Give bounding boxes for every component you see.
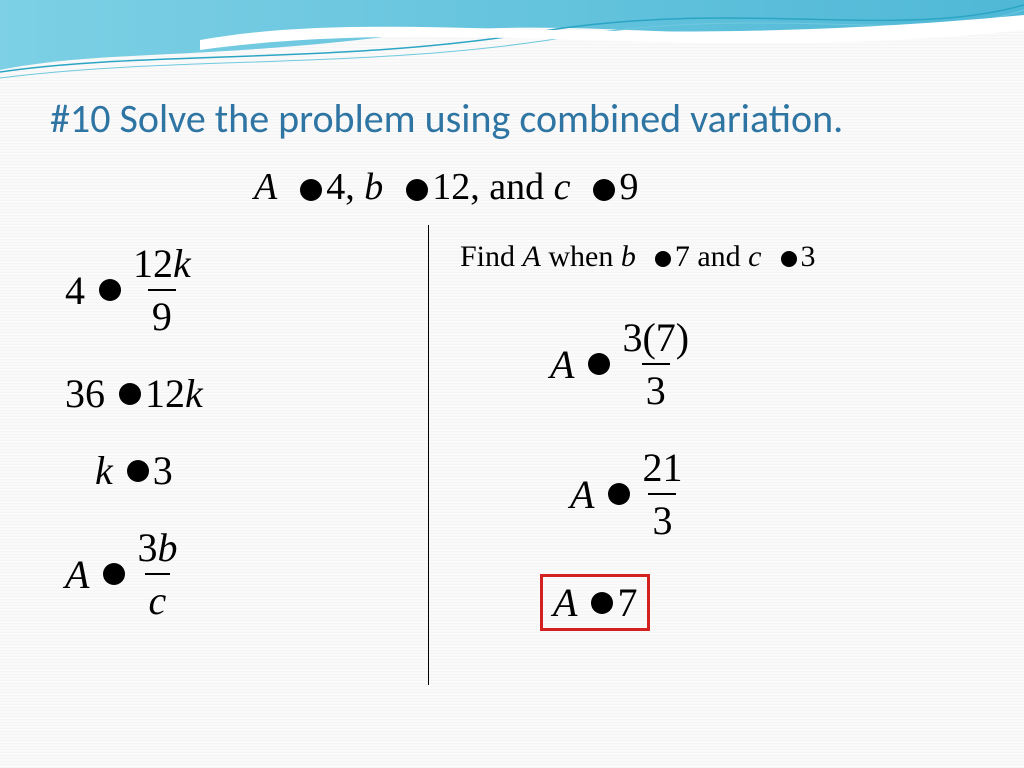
eq2-lhs: 36 (65, 370, 105, 417)
right-column: Find A when b 7 and c 3 A 3(7) 3 A 21 3 … (460, 240, 816, 661)
req1-num: 3(7) (618, 314, 693, 363)
find-mid2: and (690, 240, 748, 273)
eq3-lhs: k (95, 447, 113, 494)
right-eq3-boxed: A 7 (540, 574, 816, 631)
equals-bullet (608, 483, 630, 505)
eq1-fraction: 12k 9 (129, 240, 195, 340)
equation-4: A 3b c (65, 524, 203, 624)
equation-1: 4 12k 9 (65, 240, 203, 340)
var-a: A (254, 166, 277, 208)
equals-bullet (103, 563, 125, 585)
find-a: A (523, 240, 541, 273)
eq4-lhs: A (65, 551, 89, 598)
right-eq1: A 3(7) 3 (550, 314, 816, 414)
answer-box: A 7 (540, 574, 650, 631)
equals-bullet (781, 251, 797, 267)
var-b: b (364, 166, 383, 208)
find-line: Find A when b 7 and c 3 (460, 240, 816, 274)
equals-bullet (119, 383, 141, 405)
vertical-divider (428, 225, 429, 685)
req3-rhs: 7 (617, 579, 637, 626)
eq2-rhs-coef: 12 (145, 370, 185, 417)
val-c: 9 (619, 166, 638, 208)
given-values: A 4, b 12, and c 9 (254, 165, 638, 209)
req1-lhs: A (550, 341, 574, 388)
equation-2: 36 12k (65, 370, 203, 417)
req1-den: 3 (642, 363, 670, 414)
req2-den: 3 (648, 493, 676, 544)
equals-bullet (588, 353, 610, 375)
right-eq2: A 21 3 (570, 444, 816, 544)
left-column: 4 12k 9 36 12k k 3 A 3b c (65, 240, 203, 654)
find-b: b (621, 240, 636, 273)
find-c: c (748, 240, 761, 273)
val-a: 4 (326, 166, 345, 208)
req1-fraction: 3(7) 3 (618, 314, 693, 414)
equals-bullet (591, 592, 613, 614)
equals-bullet (655, 251, 671, 267)
eq1-num-var: k (173, 241, 191, 286)
equals-bullet (300, 179, 322, 201)
eq1-num: 12 (133, 241, 173, 286)
conj: , and (470, 166, 553, 208)
eq4-fraction: 3b c (133, 524, 181, 624)
eq1-den: 9 (148, 289, 176, 340)
wave-decoration (0, 0, 1024, 100)
find-cval: 3 (801, 240, 816, 273)
eq1-lhs: 4 (65, 267, 85, 314)
req2-fraction: 21 3 (638, 444, 686, 544)
eq3-rhs: 3 (153, 447, 173, 494)
equals-bullet (99, 279, 121, 301)
equals-bullet (127, 460, 149, 482)
eq4-num-var: b (157, 525, 177, 570)
req2-lhs: A (570, 471, 594, 518)
slide-title: #10 Solve the problem using combined var… (50, 95, 843, 143)
eq2-rhs-var: k (185, 370, 203, 417)
equals-bullet (593, 179, 615, 201)
req2-num: 21 (638, 444, 686, 493)
find-mid1: when (541, 240, 621, 273)
var-c: c (554, 166, 571, 208)
eq4-num-coef: 3 (137, 525, 157, 570)
req3-lhs: A (553, 579, 577, 626)
equals-bullet (406, 179, 428, 201)
val-b: 12 (432, 166, 470, 208)
find-prefix: Find (460, 240, 523, 273)
eq4-den: c (145, 573, 171, 624)
equation-3: k 3 (95, 447, 203, 494)
find-bval: 7 (675, 240, 690, 273)
